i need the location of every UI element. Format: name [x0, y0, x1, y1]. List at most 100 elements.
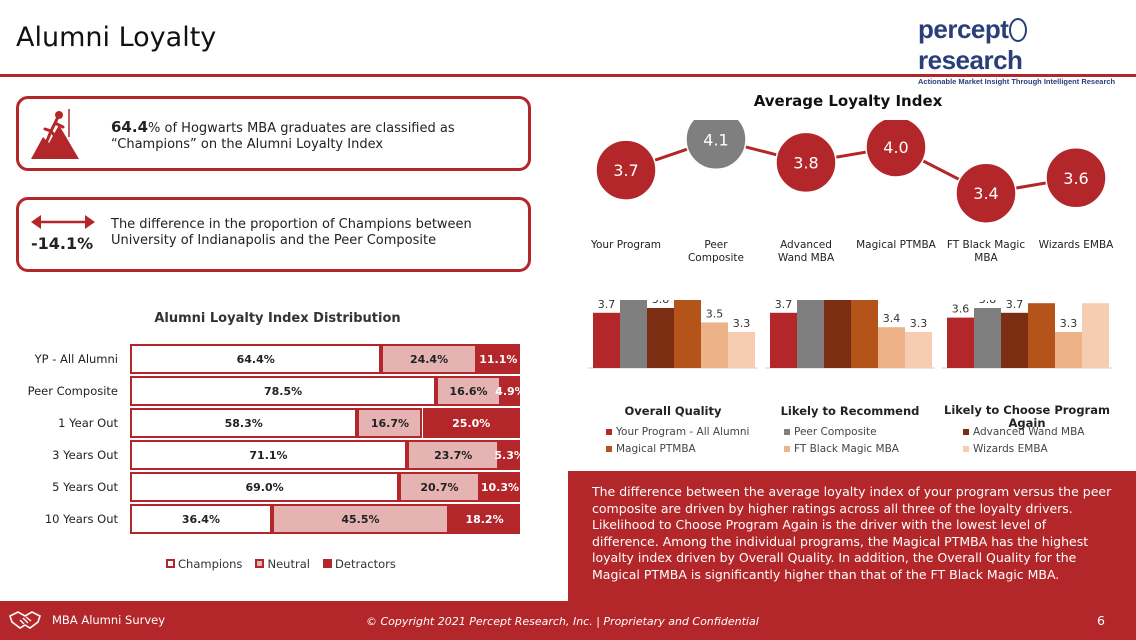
- loyalty-index-category: Magical PTMBA: [856, 239, 936, 251]
- legend-swatch: [963, 429, 969, 435]
- logo-circle-icon: [1009, 18, 1028, 42]
- champions-segment: 64.4%: [130, 344, 382, 374]
- detractors-segment: 4.9%: [495, 376, 526, 406]
- driver-bar: [797, 300, 824, 368]
- neutral-segment: 16.6%: [436, 376, 501, 406]
- driver-bar: [593, 312, 620, 368]
- champions-callout: 64.4% of Hogwarts MBA graduates are clas…: [16, 96, 531, 171]
- neutral-segment: 23.7%: [407, 440, 500, 470]
- drivers-legend-item: Wizards EMBA: [963, 443, 1048, 455]
- legend-label: Advanced Wand MBA: [973, 426, 1085, 438]
- legend-swatch: [606, 429, 612, 435]
- distribution-row: 69.0% 20.7% 10.3%: [130, 472, 520, 502]
- loyalty-index-value: 3.4: [973, 184, 998, 203]
- page-title: Alumni Loyalty: [16, 22, 217, 53]
- loyalty-index-value: 3.6: [1063, 169, 1088, 188]
- loyalty-index-point: [775, 131, 837, 194]
- distribution-row-label: Peer Composite: [27, 384, 118, 398]
- loyalty-index-point: [955, 162, 1017, 224]
- logo-tagline: Actionable Market Insight Through Intell…: [918, 77, 1116, 86]
- drivers-legend-item: FT Black Magic MBA: [784, 443, 899, 455]
- driver-bar: [701, 322, 728, 368]
- driver-bar: [620, 300, 647, 368]
- champions-segment: 36.4%: [130, 504, 272, 534]
- handshake-icon: [9, 611, 41, 629]
- driver-bar: [824, 300, 851, 368]
- distribution-row-labels: YP - All Alumni Peer Composite 1 Year Out 3…: [0, 0, 118, 600]
- distribution-title: Alumni Loyalty Index Distribution: [154, 311, 401, 326]
- detractors-segment: 25.0%: [422, 408, 520, 438]
- champions-pct: 64.4: [111, 118, 149, 136]
- callout2-text-b: University of Indianapolis and the Peer …: [111, 233, 437, 248]
- legend-swatch: [963, 446, 969, 452]
- difference-callout: -14.1% The difference in the proportion …: [16, 197, 531, 272]
- legend-label: Peer Composite: [794, 426, 877, 438]
- distribution-row-label: 5 Years Out: [52, 480, 118, 494]
- loyalty-index-point: [595, 139, 657, 201]
- driver-bar-label: 3.7: [598, 300, 616, 311]
- brand-logo: perceptresearch Actionable Market Insigh…: [918, 14, 1118, 86]
- champions-segment: 69.0%: [130, 472, 400, 502]
- detractors-segment: 11.1%: [476, 344, 520, 374]
- distribution-row-label: 10 Years Out: [44, 512, 118, 526]
- distribution-row-label: YP - All Alumni: [34, 352, 118, 366]
- difference-value: -14.1%: [31, 234, 94, 253]
- driver-bar: [1028, 303, 1055, 368]
- driver-bar: [770, 312, 797, 368]
- neutral-segment: 45.5%: [271, 504, 450, 534]
- detractors-segment: 5.3%: [494, 440, 525, 470]
- driver-bar-label: 3.7: [1006, 300, 1024, 311]
- detractors-segment: 18.2%: [449, 504, 520, 534]
- distribution-row: 58.3% 16.7% 25.0%: [130, 408, 520, 438]
- loyalty-index-point: [1045, 147, 1107, 209]
- callout2-text-a: The difference in the proportion of Cham…: [111, 217, 472, 232]
- legend-label: Magical PTMBA: [616, 443, 696, 455]
- distribution-row-label: 3 Years Out: [52, 448, 118, 462]
- distribution-row: 36.4% 45.5% 18.2%: [130, 504, 520, 534]
- climber-icon: [31, 109, 79, 159]
- detractors-segment: 10.3%: [479, 472, 520, 502]
- drivers-legend-item: Magical PTMBA: [606, 443, 696, 455]
- loyalty-index-value: 3.7: [613, 161, 638, 180]
- double-arrow-icon: [31, 215, 95, 229]
- legend-detractors: Detractors: [323, 557, 396, 571]
- legend-label: Your Program - All Alumni: [616, 426, 750, 438]
- driver-bar: [1055, 332, 1082, 368]
- distribution-row-label: 1 Year Out: [58, 416, 118, 430]
- loyalty-index-category: Your Program: [590, 239, 662, 251]
- driver-bar-label: 3.3: [1060, 317, 1078, 330]
- loyalty-index-category: FT Black Magic MBA: [946, 239, 1026, 264]
- drivers-legend-item: Advanced Wand MBA: [963, 426, 1084, 438]
- driver-bar-label: 3.8: [979, 300, 997, 306]
- distribution-row: 78.5% 16.6% 4.9%: [130, 376, 526, 406]
- driver-bar: [947, 317, 974, 368]
- legend-neutral: Neutral: [255, 557, 310, 571]
- distribution-legend: Champions Neutral Detractors: [166, 553, 404, 572]
- driver-bar: [974, 308, 1001, 368]
- legend-swatch: [784, 429, 790, 435]
- neutral-segment: 24.4%: [381, 344, 477, 374]
- footer-copyright: © Copyright 2021 Percept Research, Inc. …: [366, 615, 759, 628]
- group-title-overall-quality: Overall Quality: [624, 404, 722, 418]
- driver-bar: [728, 332, 755, 368]
- summary-panel: The difference between the average loyal…: [568, 471, 1136, 601]
- driver-bar: [1001, 312, 1028, 368]
- driver-bar: [674, 300, 701, 368]
- driver-bar: [878, 327, 905, 368]
- loyalty-index-title: Average Loyalty Index: [753, 92, 943, 110]
- driver-bar-label: 3.9: [1033, 300, 1051, 301]
- driver-bar: [647, 308, 674, 368]
- loyalty-index-value: 3.8: [793, 153, 818, 172]
- legend-champions: Champions: [166, 557, 242, 571]
- logo-word-right: research: [918, 45, 1023, 75]
- distribution-row: 71.1% 23.7% 5.3%: [130, 440, 525, 470]
- loyalty-index-value: 4.1: [703, 130, 728, 149]
- neutral-segment: 20.7%: [399, 472, 480, 502]
- loyalty-index-point: [685, 120, 747, 171]
- callout1-text-a: % of Hogwarts MBA graduates are classifi…: [148, 121, 455, 136]
- driver-bar-label: 3.4: [883, 312, 901, 325]
- loyalty-index-categories: Your Program Peer Composite Advanced Wand …: [580, 239, 1116, 269]
- footer-survey-name: MBA Alumni Survey: [52, 613, 166, 627]
- drivers-legend-item: Peer Composite: [784, 426, 877, 438]
- legend-label: FT Black Magic MBA: [794, 443, 899, 455]
